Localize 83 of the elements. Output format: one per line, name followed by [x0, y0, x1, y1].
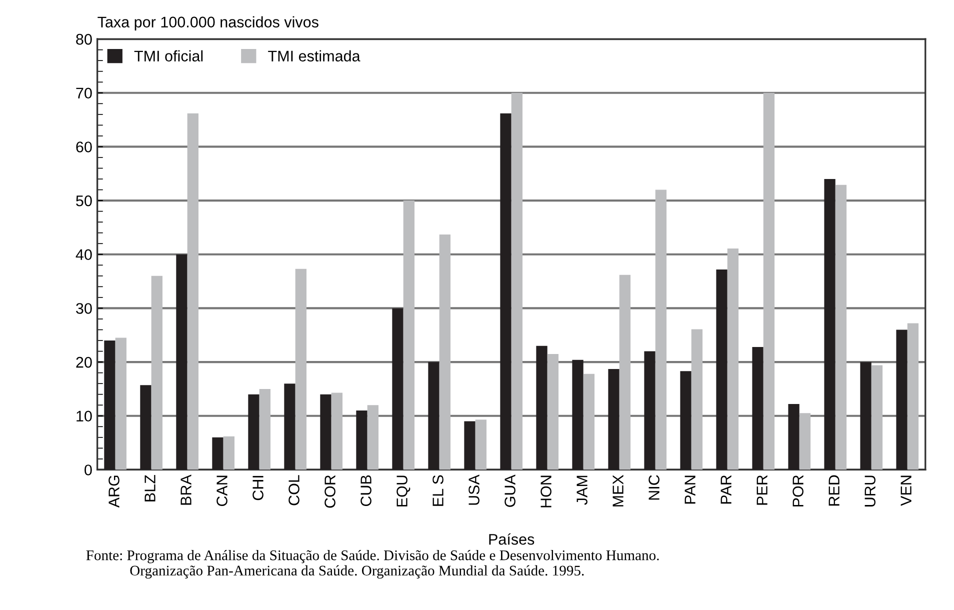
x-tick-label: EL S — [432, 475, 444, 506]
bar — [644, 351, 656, 470]
x-tick-label: GUA — [504, 474, 516, 507]
x-tick-label: ARG — [108, 476, 120, 508]
bar — [248, 394, 260, 470]
bar — [475, 420, 486, 470]
bar — [572, 360, 584, 470]
bar — [752, 346, 764, 470]
x-tick-label: BLZ — [144, 475, 156, 502]
bar — [583, 374, 595, 470]
x-tick-label: JAM — [576, 476, 588, 505]
bar — [860, 362, 872, 470]
bar — [115, 338, 126, 470]
x-tick-label: PAR — [720, 475, 732, 504]
bar — [464, 421, 476, 470]
x-tick-label: BRA — [180, 474, 192, 505]
bar — [655, 190, 667, 470]
x-tick-label: NIC — [648, 475, 660, 500]
bar — [619, 274, 631, 470]
x-tick-label: POR — [792, 475, 804, 506]
x-tick-label: USA — [468, 474, 480, 505]
x-tick-label: CAN — [216, 476, 228, 506]
bar — [835, 184, 847, 470]
source-note: Fonte: Programa de Análise da Situação de Saúde. Divisão de Saúde e Desenvolvimento Humano. Organização Pan-Americana da Saúde. Organização Mundial da Saúde. 1995. — [86, 550, 659, 579]
legend-label: TMI oficial — [134, 50, 203, 62]
y-tick-label: 60 — [76, 142, 92, 152]
bar — [428, 362, 440, 470]
y-axis-title: Taxa por 100.000 nascidos vivos — [98, 16, 318, 30]
y-tick-label: 30 — [76, 303, 92, 314]
bar — [140, 385, 152, 470]
bar — [439, 234, 450, 470]
bar — [691, 329, 703, 470]
bar — [151, 276, 162, 470]
bar — [547, 354, 559, 470]
bar — [536, 346, 548, 470]
x-tick-label: CHI — [252, 476, 264, 500]
y-tick-label: 0 — [84, 464, 92, 476]
y-tick-label: 10 — [76, 410, 92, 422]
y-tick-label: 50 — [76, 195, 92, 206]
x-tick-label: COR — [324, 475, 336, 508]
bar — [763, 92, 775, 470]
bar — [608, 369, 620, 470]
x-tick-label: PER — [756, 475, 768, 505]
bar — [104, 340, 116, 470]
bar — [824, 179, 836, 470]
bar — [716, 269, 728, 470]
x-tick-label: HON — [540, 476, 552, 508]
x-tick-label: PAN — [684, 476, 696, 504]
bar — [187, 113, 198, 470]
bar — [212, 437, 224, 470]
y-tick-label: 70 — [76, 88, 92, 99]
y-tick-label: 20 — [76, 356, 92, 368]
legend-label: TMI estimada — [268, 50, 360, 62]
bar — [284, 384, 296, 470]
bar — [320, 394, 332, 470]
bar — [907, 323, 919, 470]
y-tick-label: 80 — [76, 34, 92, 45]
bar — [727, 248, 739, 470]
x-tick-label: EQU — [396, 476, 410, 506]
bar — [367, 405, 378, 470]
bar — [223, 436, 234, 470]
bar — [680, 371, 692, 470]
bar — [896, 330, 908, 470]
x-tick-label: MEX — [612, 474, 624, 506]
bar — [799, 413, 811, 470]
x-axis-title: Países — [489, 533, 534, 545]
bar — [295, 268, 306, 470]
bar — [259, 388, 270, 470]
bar — [500, 113, 512, 470]
bar — [356, 410, 368, 470]
x-tick-label: URU — [864, 476, 876, 506]
x-tick-label: RED — [828, 475, 840, 506]
bar — [331, 392, 342, 470]
bar — [392, 308, 404, 470]
bar — [871, 365, 883, 470]
x-tick-label: VEN — [900, 476, 912, 506]
bar — [511, 92, 523, 470]
x-tick-label: CUB — [360, 475, 372, 506]
y-tick-label: 40 — [76, 249, 92, 260]
x-tick-label: COL — [288, 475, 300, 506]
bar — [403, 200, 414, 470]
bar — [788, 404, 800, 470]
bar — [176, 254, 188, 470]
